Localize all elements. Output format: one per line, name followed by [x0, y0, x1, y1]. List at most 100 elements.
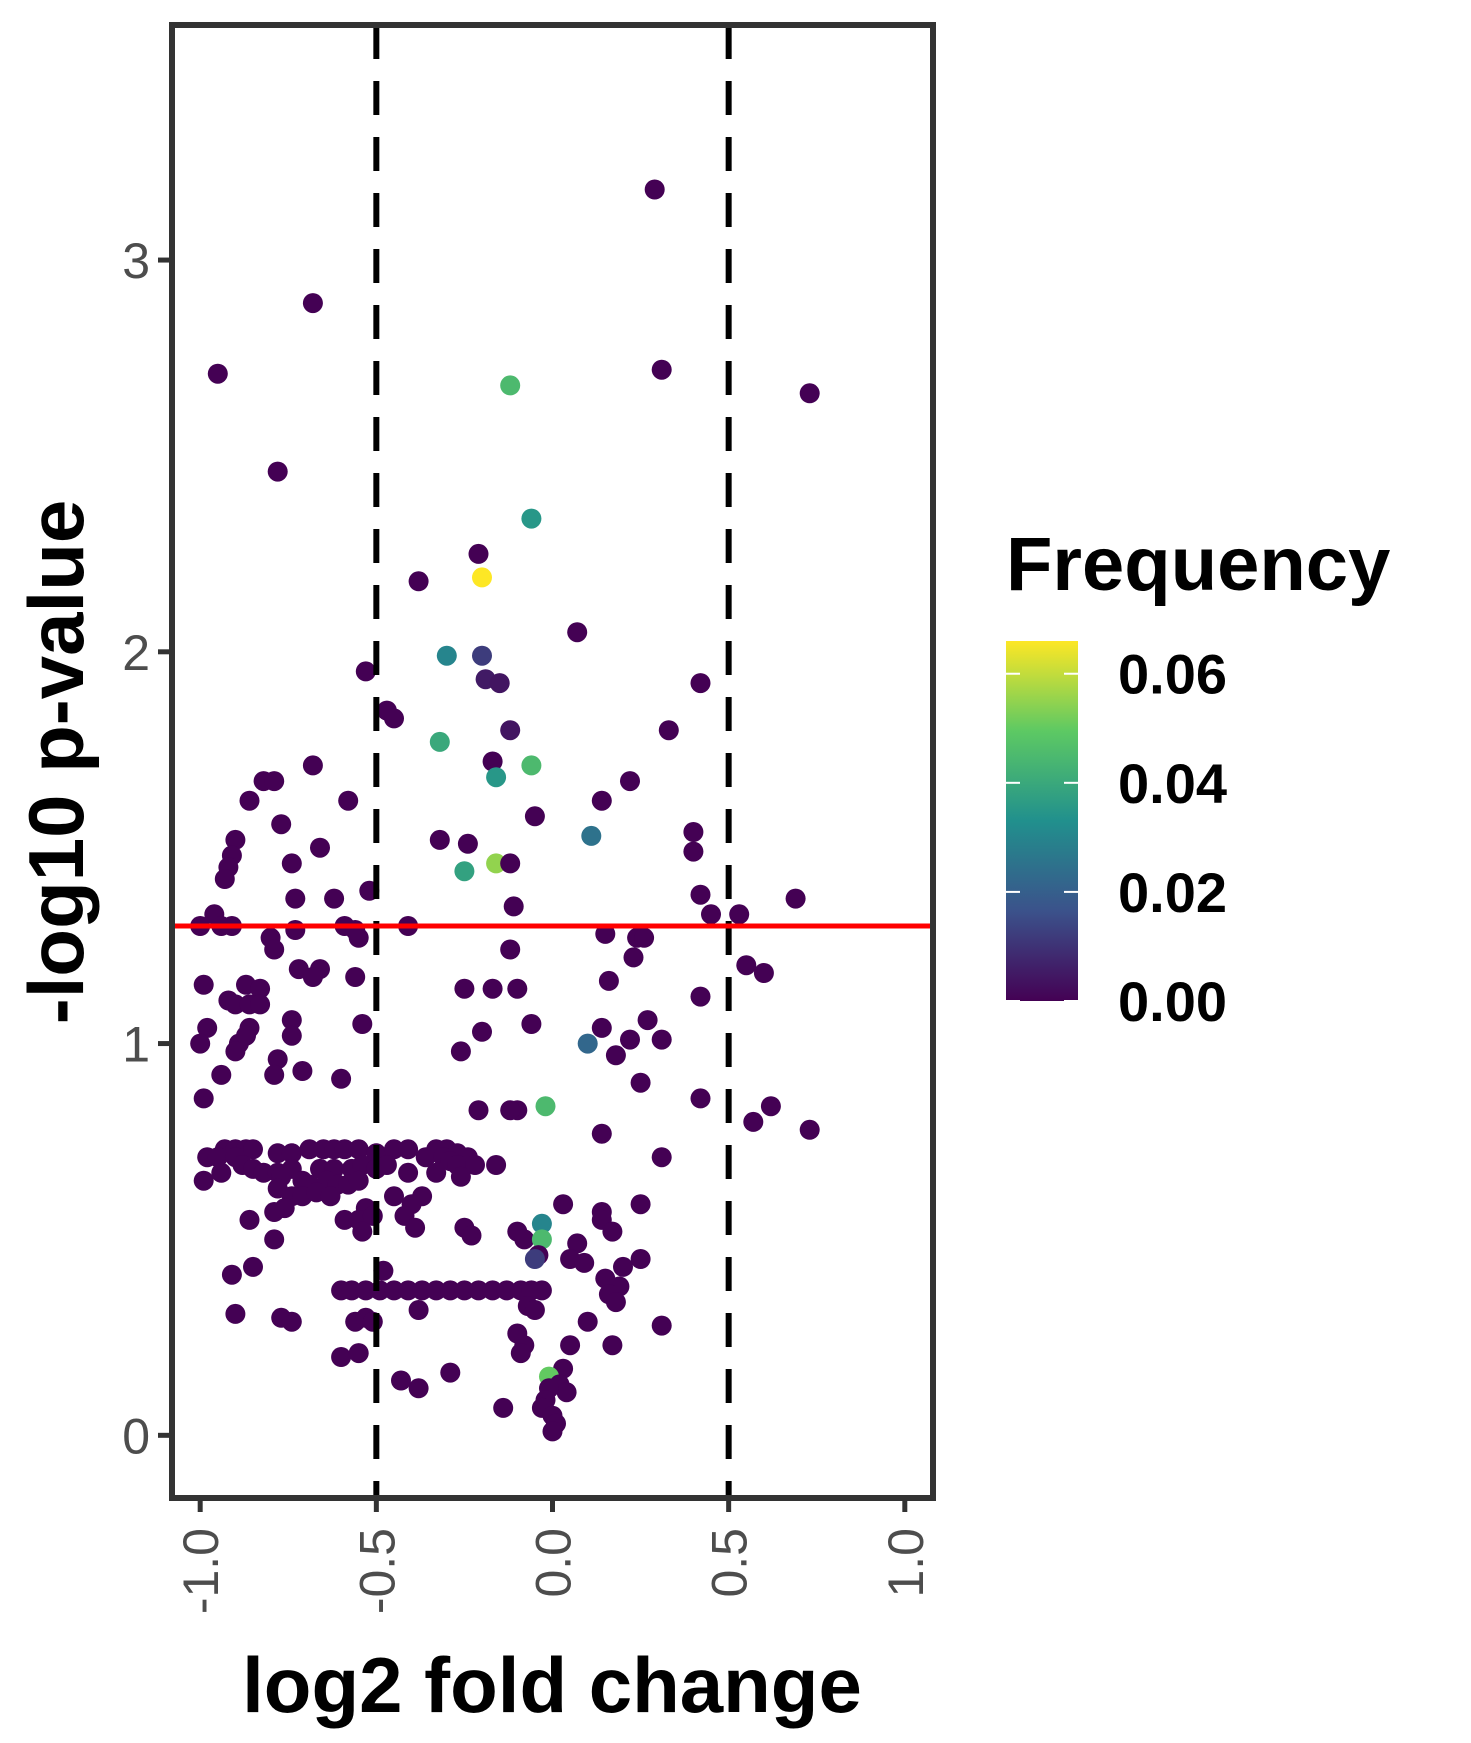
- legend-tick-label: 0.04: [1118, 752, 1227, 815]
- data-point: [514, 1229, 535, 1250]
- data-point: [486, 853, 507, 874]
- data-point: [500, 939, 521, 960]
- data-point: [701, 904, 721, 925]
- data-point: [683, 841, 704, 862]
- data-point: [496, 1280, 517, 1301]
- data-point: [415, 1147, 436, 1168]
- data-point: [486, 1155, 507, 1175]
- data-point: [637, 1010, 658, 1031]
- data-point: [468, 543, 489, 564]
- data-point: [630, 1194, 651, 1215]
- data-point: [472, 1021, 492, 1042]
- data-point: [355, 1280, 376, 1301]
- data-point: [567, 622, 588, 643]
- data-point: [348, 1170, 369, 1191]
- data-point: [310, 837, 330, 858]
- x-tick-label: 1.0: [878, 1528, 934, 1598]
- y-tick-label: 2: [122, 625, 150, 681]
- data-point: [630, 1249, 651, 1269]
- data-point: [292, 1061, 313, 1081]
- data-point: [285, 920, 306, 940]
- data-point: [503, 896, 524, 917]
- data-point: [211, 1162, 232, 1183]
- plot-background: [172, 25, 933, 1498]
- data-point: [384, 1186, 404, 1207]
- data-point: [239, 1209, 260, 1230]
- data-point: [521, 755, 542, 776]
- data-point: [482, 978, 503, 999]
- data-point: [472, 645, 492, 666]
- data-point: [426, 1162, 447, 1183]
- data-point: [651, 1147, 672, 1168]
- data-point: [264, 1229, 285, 1250]
- data-point: [281, 1025, 302, 1046]
- data-point: [193, 1170, 214, 1191]
- data-point: [736, 955, 757, 976]
- data-point: [267, 461, 288, 482]
- data-point: [426, 1280, 447, 1301]
- data-point: [605, 1045, 626, 1066]
- data-point: [440, 1362, 461, 1383]
- data-point: [524, 1300, 545, 1320]
- data-point: [753, 963, 774, 983]
- data-point: [468, 1100, 489, 1121]
- data-point: [348, 1139, 369, 1160]
- data-point: [605, 1292, 626, 1313]
- data-point: [264, 1202, 285, 1222]
- data-point: [630, 1072, 651, 1093]
- data-point: [651, 359, 672, 380]
- data-point: [408, 1378, 429, 1399]
- data-point: [285, 888, 306, 909]
- data-point: [542, 1421, 563, 1442]
- data-point: [729, 904, 750, 925]
- data-point: [521, 508, 542, 529]
- color-legend: Frequency 0.06 0.04 0.02 0.00: [1006, 522, 1390, 1033]
- data-point: [489, 673, 510, 694]
- data-point: [190, 1033, 211, 1054]
- data-point: [225, 829, 246, 850]
- data-point: [472, 567, 492, 588]
- data-point: [500, 853, 521, 874]
- data-point: [620, 1029, 640, 1050]
- data-point: [250, 978, 271, 999]
- data-point: [500, 1100, 521, 1121]
- data-point: [334, 1209, 355, 1230]
- data-point: [352, 1014, 373, 1034]
- data-point: [348, 1343, 369, 1364]
- data-point: [560, 1335, 581, 1356]
- y-tick-label: 3: [122, 233, 150, 289]
- data-point: [214, 869, 235, 889]
- data-point: [281, 853, 302, 874]
- data-point: [524, 806, 545, 827]
- data-point: [281, 1010, 302, 1031]
- data-point: [281, 1311, 302, 1332]
- data-point: [577, 1311, 598, 1332]
- data-point: [236, 1025, 256, 1046]
- data-point: [799, 1119, 820, 1140]
- data-point: [264, 939, 285, 960]
- data-point: [320, 1186, 341, 1207]
- data-point: [524, 1249, 545, 1269]
- legend-tick-label: 0.06: [1118, 643, 1227, 706]
- data-point: [398, 1162, 419, 1183]
- data-point: [225, 1303, 246, 1324]
- y-tick-label: 0: [122, 1408, 150, 1464]
- data-point: [468, 1280, 489, 1301]
- data-point: [613, 1256, 633, 1277]
- data-point: [567, 1233, 588, 1254]
- data-point: [341, 1280, 362, 1301]
- x-tick-label: -0.5: [349, 1528, 405, 1614]
- legend-tick-label: 0.00: [1118, 970, 1227, 1033]
- data-point: [398, 1280, 419, 1301]
- data-point: [651, 1315, 672, 1336]
- data-point: [384, 1280, 404, 1301]
- data-point: [408, 571, 429, 592]
- data-point: [324, 888, 345, 909]
- data-point: [264, 1064, 285, 1085]
- data-point: [253, 1162, 274, 1183]
- data-point: [193, 974, 214, 995]
- data-point: [384, 1139, 404, 1160]
- data-point: [531, 1280, 552, 1301]
- data-point: [250, 994, 271, 1015]
- data-point: [243, 1256, 263, 1277]
